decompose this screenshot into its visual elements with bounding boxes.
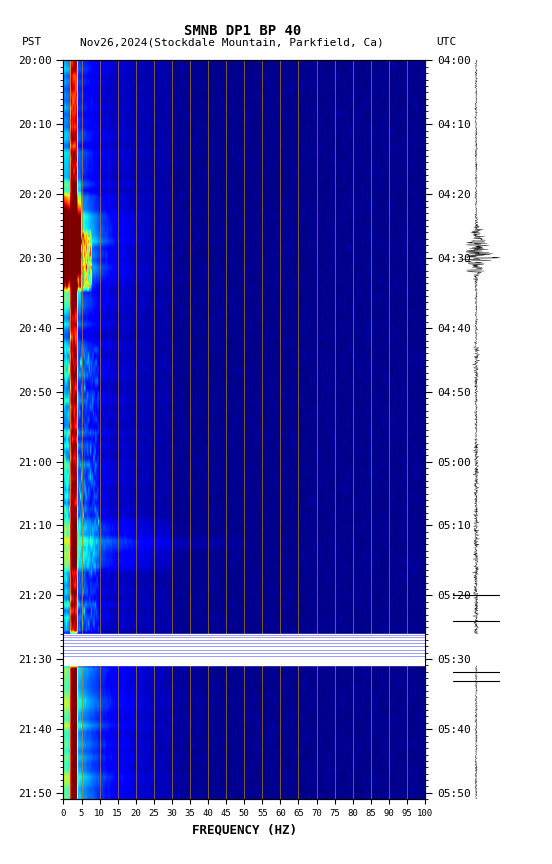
Text: PST: PST (22, 37, 43, 48)
Text: Nov26,2024(Stockdale Mountain, Parkfield, Ca): Nov26,2024(Stockdale Mountain, Parkfield… (80, 37, 384, 48)
X-axis label: FREQUENCY (HZ): FREQUENCY (HZ) (192, 823, 297, 836)
Text: UTC: UTC (436, 37, 457, 48)
Text: SMNB DP1 BP 40: SMNB DP1 BP 40 (184, 24, 301, 38)
Bar (63, 633, 425, 665)
